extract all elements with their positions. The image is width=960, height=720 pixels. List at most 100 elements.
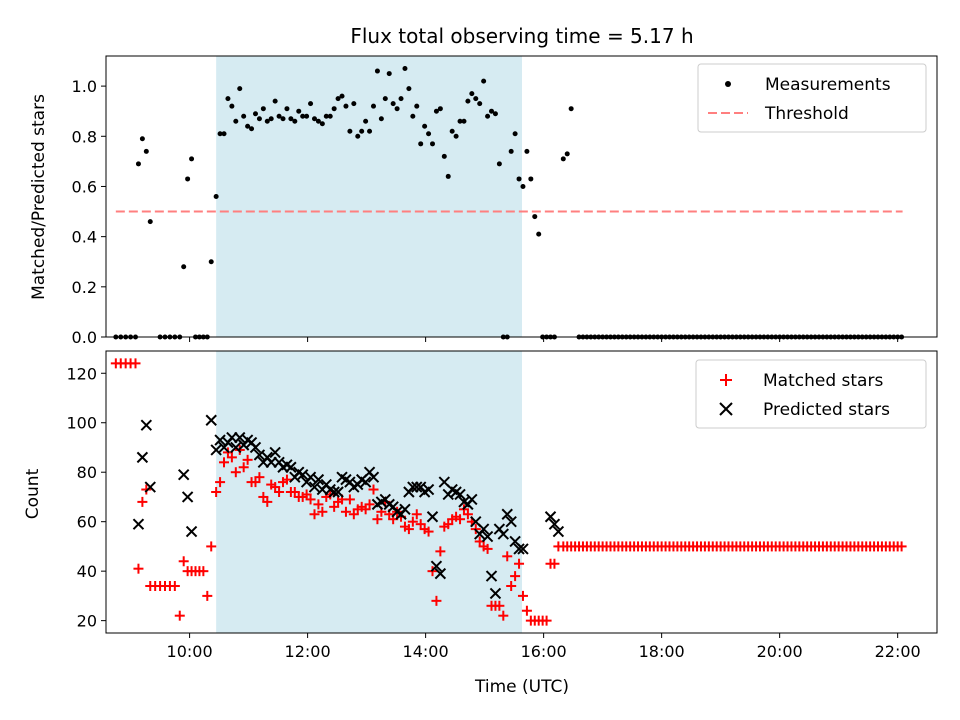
measurements-point (516, 176, 522, 182)
measurements-point (351, 101, 357, 107)
predicted-stars-point (214, 434, 226, 446)
predicted-stars-point (269, 446, 281, 459)
matched-stars-point (309, 509, 320, 520)
measurements-point (402, 66, 408, 72)
measurements-point (280, 116, 286, 122)
measurements-point (433, 108, 439, 114)
predicted-stars-point (485, 570, 498, 582)
matched-stars-point (178, 556, 189, 567)
measurements-point (520, 183, 526, 189)
bottom-y-axis-label: Count (23, 468, 43, 519)
legend-marker-measurements (725, 81, 731, 87)
measurements-point (355, 133, 361, 139)
matched-stars-point (549, 558, 560, 569)
measurements-point (568, 106, 574, 112)
matched-stars-point (198, 566, 209, 577)
measurements-point (398, 96, 404, 102)
measurements-point (225, 96, 231, 102)
measurements-point (481, 78, 487, 84)
predicted-stars-point (332, 486, 344, 498)
measurements-point (426, 131, 432, 137)
bottom-shaded-span (216, 351, 522, 633)
measurements-point (489, 108, 495, 114)
measurements-point (378, 116, 384, 122)
measurements-point (292, 118, 298, 124)
matched-stars-point (133, 563, 144, 574)
matched-stars-point (206, 541, 217, 552)
predicted-stars-point (253, 449, 266, 461)
y-tick-label: 0.2 (72, 278, 97, 297)
measurements-point (382, 96, 388, 102)
predicted-stars-point (359, 476, 372, 488)
bottom-points (110, 358, 907, 626)
measurements-point (469, 91, 475, 97)
measurements-point (268, 116, 274, 122)
measurements-point (143, 148, 149, 154)
matched-stars-point (230, 467, 241, 478)
matched-stars-point (238, 462, 249, 473)
predicted-stars-point (422, 483, 435, 496)
matched-stars-point (431, 595, 442, 606)
measurements-point (536, 231, 542, 237)
matched-stars-point (896, 541, 907, 552)
matched-stars-point (435, 546, 446, 557)
bottom-plot-frame (105, 350, 938, 634)
predicted-stars-point (517, 543, 529, 555)
predicted-stars-point (430, 560, 443, 572)
measurements-point (410, 113, 416, 119)
measurements-point (528, 176, 534, 182)
bottom-legend: Matched stars Predicted stars (695, 359, 927, 429)
predicted-stars-point (466, 493, 478, 506)
y-tick-label: 20 (77, 612, 97, 631)
matched-stars-point (514, 558, 525, 569)
matched-stars-point (368, 484, 379, 495)
measurements-point (185, 176, 191, 182)
predicted-stars-point (399, 503, 411, 516)
y-tick-label: 120 (66, 364, 97, 383)
legend-label-matched-stars: Matched stars (763, 371, 883, 391)
measurements-point (477, 101, 483, 107)
measurements-point (252, 111, 258, 117)
measurements-point (390, 101, 396, 107)
matched-stars-point (344, 494, 355, 505)
measurements-point (229, 103, 235, 109)
measurements-point (386, 71, 392, 77)
measurements-point (256, 116, 262, 122)
measurements-point (135, 161, 141, 167)
legend-label-measurements: Measurements (765, 75, 891, 95)
matched-stars-point (262, 496, 273, 507)
matched-stars-point (130, 358, 141, 369)
matched-stars-point (340, 506, 351, 517)
x-tick-label: 12:00 (285, 642, 331, 661)
measurements-point (422, 123, 428, 129)
matched-stars-point (498, 610, 509, 621)
matched-stars-point (423, 526, 434, 537)
bottom-legend-box (695, 359, 927, 429)
y-tick-label: 40 (77, 562, 97, 581)
matched-stars-point (372, 514, 383, 525)
predicted-stars-point (477, 523, 490, 535)
matched-stars-point (254, 472, 265, 483)
top-legend: Measurements Threshold (697, 63, 927, 133)
measurements-point (208, 259, 214, 265)
matched-stars-point (521, 605, 532, 616)
matched-stars-point (407, 516, 418, 527)
measurements-point (272, 98, 278, 104)
measurements-point (260, 106, 266, 112)
matched-stars-point (541, 615, 552, 626)
matched-stars-point (141, 484, 152, 495)
matched-stars-point (202, 590, 213, 601)
y-tick-label: 0.0 (72, 328, 97, 347)
matched-stars-point (506, 581, 517, 591)
measurements-point (367, 128, 373, 134)
predicted-stars-point (205, 414, 217, 426)
measurements-point (233, 118, 239, 124)
measurements-point (147, 219, 153, 225)
measurements-point (300, 113, 306, 119)
measurements-point (139, 136, 145, 142)
measurements-point (249, 126, 255, 132)
measurements-point (524, 148, 530, 154)
predicted-stars-point (308, 481, 321, 493)
measurements-point (449, 128, 455, 134)
matched-stars-point (403, 524, 414, 535)
